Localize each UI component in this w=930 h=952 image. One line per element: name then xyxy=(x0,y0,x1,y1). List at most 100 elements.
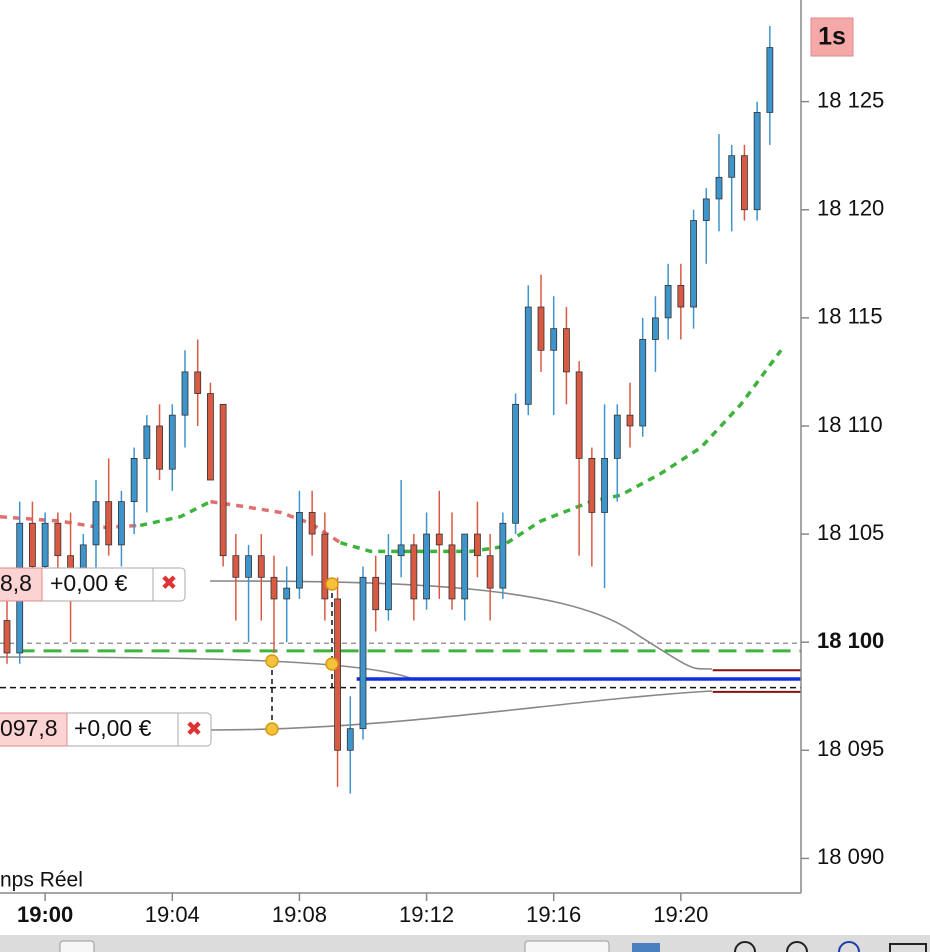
candle-body xyxy=(461,533,469,600)
candle-body xyxy=(575,371,583,459)
candle-body xyxy=(54,522,62,557)
candle-body xyxy=(308,512,316,535)
candle-body xyxy=(690,220,697,308)
candle-body xyxy=(753,112,761,211)
candle-body xyxy=(181,371,189,416)
y-tick-label: 18 120 xyxy=(817,196,884,221)
candle-body xyxy=(385,555,392,611)
candle-body xyxy=(118,501,125,546)
toolbar-icon[interactable] xyxy=(889,943,927,952)
candle-body xyxy=(410,544,418,600)
connector xyxy=(209,690,713,731)
candle-body xyxy=(537,306,545,351)
candle-body xyxy=(3,620,11,654)
candle-body xyxy=(702,198,710,221)
order-label[interactable]: 097,8 +0,00 € ✖ xyxy=(0,712,212,747)
y-tick-label: 18 110 xyxy=(817,412,883,437)
price-cell xyxy=(0,712,68,747)
candle-body xyxy=(105,501,113,546)
candle-body xyxy=(270,576,278,600)
candle-body xyxy=(626,414,634,427)
handle[interactable] xyxy=(265,722,279,736)
candle-body xyxy=(677,285,685,308)
close-order[interactable]: ✖ xyxy=(161,572,178,594)
candle-body xyxy=(664,285,672,319)
candle-body xyxy=(423,533,430,600)
y-tick-label: 18 100 xyxy=(817,628,884,653)
candle-body xyxy=(372,576,380,611)
handle[interactable] xyxy=(265,654,279,668)
candle-body xyxy=(168,414,176,470)
candle-body xyxy=(397,544,405,557)
toolbar-icon[interactable] xyxy=(786,941,808,952)
handles xyxy=(265,577,339,736)
price-cell xyxy=(0,567,43,602)
candle-body xyxy=(283,587,291,600)
y-tick-label: 18 090 xyxy=(817,844,884,869)
moving-average xyxy=(0,499,342,545)
order-pnl: +0,00 € xyxy=(50,570,128,596)
candle-body xyxy=(652,317,659,340)
candle-body xyxy=(435,533,443,546)
candle-body xyxy=(321,533,329,600)
candle-body xyxy=(245,555,252,578)
candle-body xyxy=(143,425,151,459)
footer-label: nps Réel xyxy=(0,869,83,892)
toolbar-icon[interactable] xyxy=(838,941,860,952)
x-tick-label: 19:16 xyxy=(526,902,581,927)
close-order[interactable]: ✖ xyxy=(186,718,203,740)
y-tick-label: 18 130 xyxy=(817,0,884,4)
candle-body xyxy=(346,728,354,751)
order-box xyxy=(0,567,186,602)
candle-body xyxy=(334,598,341,751)
order-price: 097,8 xyxy=(0,715,58,741)
x-tick-label: 19:00 xyxy=(17,902,73,927)
candle-body xyxy=(156,425,163,470)
candle-body xyxy=(588,457,596,513)
candle-body xyxy=(92,501,100,546)
candle-body xyxy=(512,403,519,524)
candle-body xyxy=(715,176,723,200)
handle[interactable] xyxy=(325,577,339,591)
candle-body xyxy=(766,47,774,113)
handle[interactable] xyxy=(325,657,339,671)
candle-body xyxy=(257,555,265,578)
candle-body xyxy=(741,155,748,211)
y-tick-label: 18 125 xyxy=(817,87,884,112)
connector xyxy=(209,580,713,670)
candle-body xyxy=(639,339,647,427)
candle-body xyxy=(194,371,202,394)
candle-body xyxy=(613,414,621,459)
candle-body xyxy=(728,155,736,178)
order-label[interactable]: 8,8 +0,00 € ✖ xyxy=(0,567,186,602)
x-tick-label: 19:08 xyxy=(272,902,327,927)
x-tick-label: 19:04 xyxy=(145,902,200,927)
toolbar-icon[interactable] xyxy=(734,941,756,952)
connector xyxy=(0,656,411,679)
y-tick-label: 18 105 xyxy=(817,520,884,545)
badge-box xyxy=(810,17,854,57)
x-tick-label: 19:12 xyxy=(399,902,454,927)
candle-body xyxy=(41,522,49,567)
order-connectors xyxy=(0,580,713,731)
y-tick-label: 18 095 xyxy=(817,736,884,761)
toolbar-icon[interactable] xyxy=(632,943,660,952)
moving-average xyxy=(139,349,783,554)
order-price: 8,8 xyxy=(0,570,32,596)
candle-body xyxy=(219,403,227,557)
toolbar xyxy=(0,935,930,952)
candle-body xyxy=(359,576,367,730)
candle-body xyxy=(524,306,532,405)
toolbar-button[interactable] xyxy=(524,940,610,952)
timeframe-badge[interactable]: 1s xyxy=(818,23,846,51)
order-pnl: +0,00 € xyxy=(74,715,152,741)
toolbar-button[interactable] xyxy=(59,940,95,952)
candle-body xyxy=(563,328,570,373)
candle-body xyxy=(474,533,481,557)
candle-body xyxy=(232,555,240,578)
candle-body xyxy=(550,328,558,351)
x-tick-label: 19:20 xyxy=(653,902,708,927)
y-tick-label: 18 115 xyxy=(817,304,883,329)
candle-body xyxy=(296,512,303,589)
